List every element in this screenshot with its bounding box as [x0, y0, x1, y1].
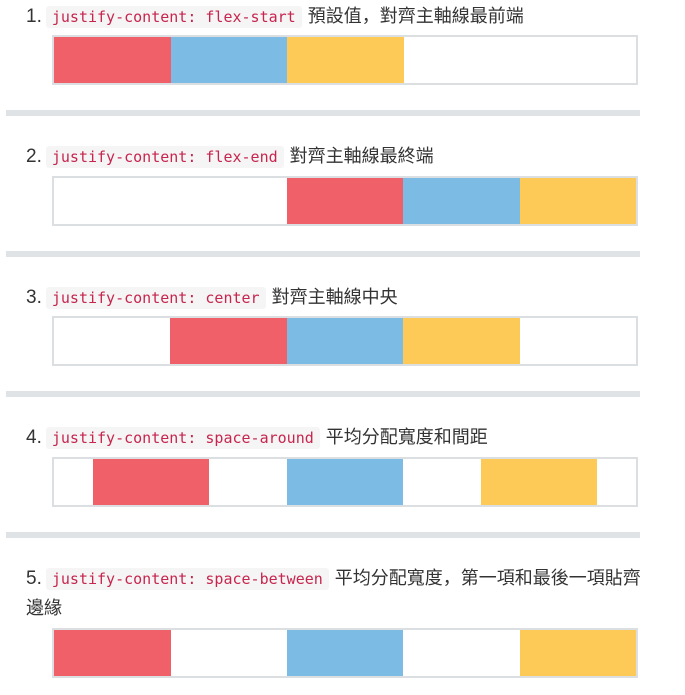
flex-item-blue	[286, 459, 404, 505]
item-number: 2.	[26, 146, 42, 167]
section-divider	[6, 391, 640, 397]
flex-item-red	[286, 178, 403, 224]
item-number: 4.	[26, 427, 42, 448]
section-divider	[6, 532, 640, 538]
flex-demo-container	[52, 628, 638, 678]
flex-demo-container	[52, 176, 638, 226]
code-snippet: justify-content: center	[45, 287, 266, 309]
item-description: 對齊主軸線中央	[271, 287, 398, 308]
item-3-heading: 3. justify-content: center 對齊主軸線中央	[26, 283, 645, 313]
item-description: 預設值，對齊主軸線最前端	[307, 6, 524, 27]
flex-item-red	[170, 318, 287, 364]
flex-demo-container	[52, 35, 638, 85]
flex-item-blue	[403, 178, 520, 224]
item-number: 5.	[26, 568, 42, 589]
flex-item-yellow	[519, 178, 636, 224]
item-4-heading: 4. justify-content: space-around 平均分配寬度和間距	[26, 423, 645, 453]
code-snippet: justify-content: space-around	[45, 427, 320, 449]
section-divider	[6, 251, 640, 257]
flex-item-red	[54, 630, 171, 676]
code-snippet: justify-content: flex-end	[45, 146, 284, 168]
item-5-heading: 5. justify-content: space-between 平均分配寬度，第…	[26, 564, 641, 624]
item-number: 1.	[26, 6, 42, 27]
flex-item-blue	[286, 318, 404, 364]
flex-item-yellow	[519, 630, 636, 676]
flex-item-blue	[170, 37, 287, 83]
flex-item-yellow	[287, 37, 404, 83]
flex-item-red	[92, 459, 210, 505]
item-description: 平均分配寬度和間距	[325, 427, 488, 448]
code-snippet: justify-content: flex-start	[45, 6, 302, 28]
flex-demo-container	[52, 457, 638, 507]
flex-item-yellow	[403, 318, 520, 364]
item-description: 平均分配寬度，第一項和最後一項貼齊邊緣	[26, 568, 641, 619]
item-description: 對齊主軸線最終端	[289, 146, 434, 167]
item-2-heading: 2. justify-content: flex-end 對齊主軸線最終端	[26, 142, 645, 172]
item-number: 3.	[26, 287, 42, 308]
flex-item-red	[54, 37, 171, 83]
flex-item-yellow	[480, 459, 598, 505]
section-divider	[6, 110, 640, 116]
flex-item-blue	[286, 630, 404, 676]
item-1-heading: 1. justify-content: flex-start 預設值，對齊主軸線最前…	[26, 2, 645, 32]
code-snippet: justify-content: space-between	[45, 568, 329, 590]
flex-demo-container	[52, 316, 638, 366]
